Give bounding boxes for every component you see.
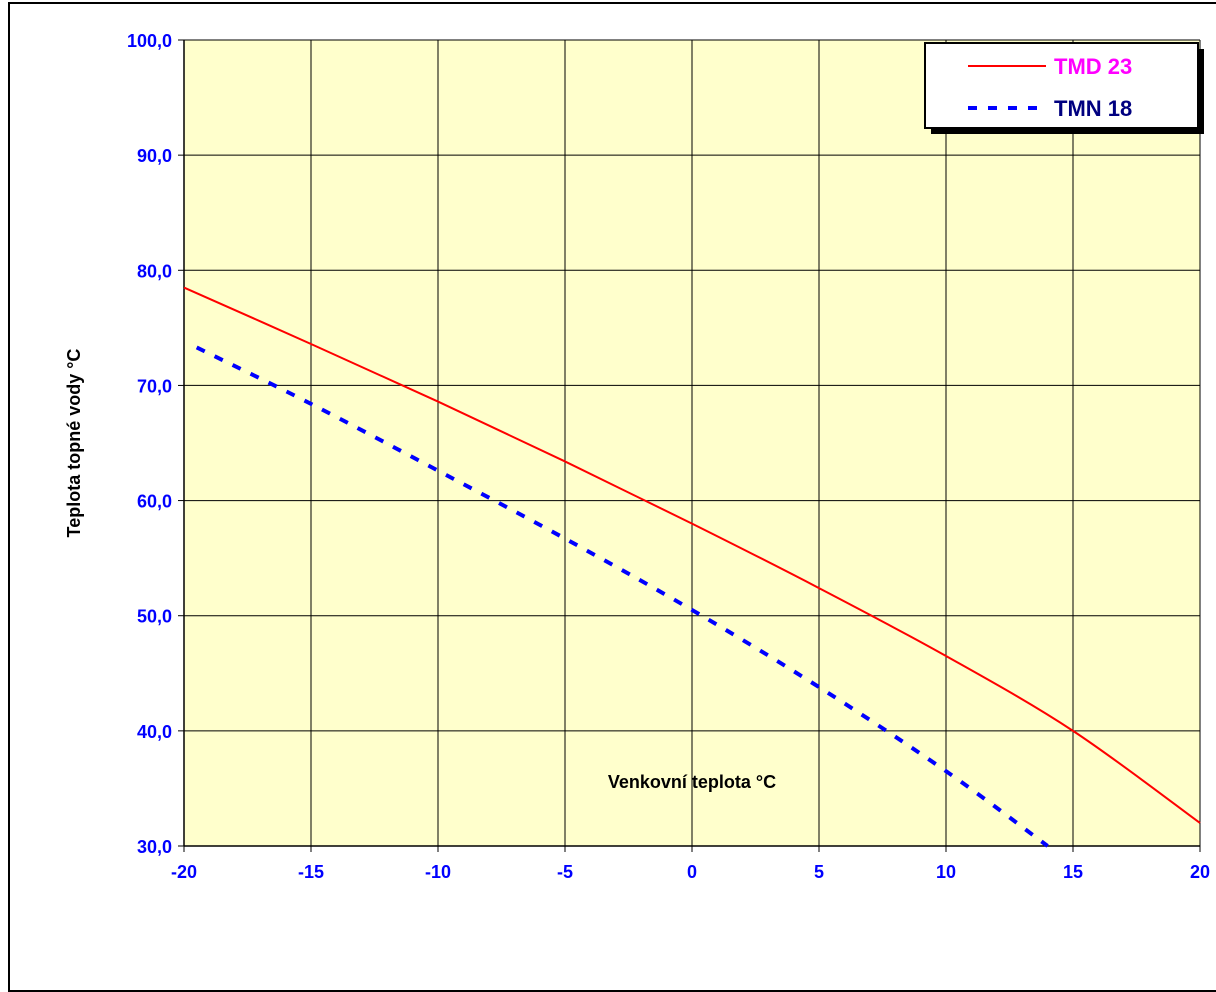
y-axis-title: Teplota topné vody °C — [64, 349, 84, 538]
y-tick-label: 70,0 — [137, 376, 172, 396]
axes — [178, 39, 1201, 852]
x-tick-label: 10 — [936, 862, 956, 882]
y-tick-label: 80,0 — [137, 261, 172, 281]
series-line-tmd-23 — [183, 286, 1201, 824]
x-tick-label: 20 — [1190, 862, 1210, 882]
y-tick-label: 30,0 — [137, 837, 172, 857]
x-tick-label: -10 — [425, 862, 451, 882]
x-tick-label: -5 — [557, 862, 573, 882]
legend-label-tmn-18: TMN 18 — [1054, 96, 1132, 121]
tick-labels: -20 -15 -10 -5 0 5 10 15 20 30,0 40,0 50,0 60,0 70,0 8… — [127, 31, 1210, 882]
y-tick-label: 50,0 — [137, 607, 172, 627]
y-tick-label: 100,0 — [127, 31, 172, 51]
y-tick-label: 90,0 — [137, 146, 172, 166]
grid-lines — [184, 39, 1201, 846]
legend: TMD 23 TMN 18 — [924, 42, 1204, 134]
legend-label-tmd-23: TMD 23 — [1054, 54, 1132, 79]
x-tick-label: 5 — [814, 862, 824, 882]
x-tick-label: 0 — [687, 862, 697, 882]
y-tick-label: 40,0 — [137, 722, 172, 742]
x-tick-label: -15 — [298, 862, 324, 882]
x-axis-title: Venkovní teplota °C — [608, 772, 776, 792]
x-tick-label: 15 — [1063, 862, 1083, 882]
y-tick-label: 60,0 — [137, 492, 172, 512]
legend-box — [924, 42, 1199, 129]
series-lines — [183, 286, 1201, 848]
x-tick-label: -20 — [171, 862, 197, 882]
